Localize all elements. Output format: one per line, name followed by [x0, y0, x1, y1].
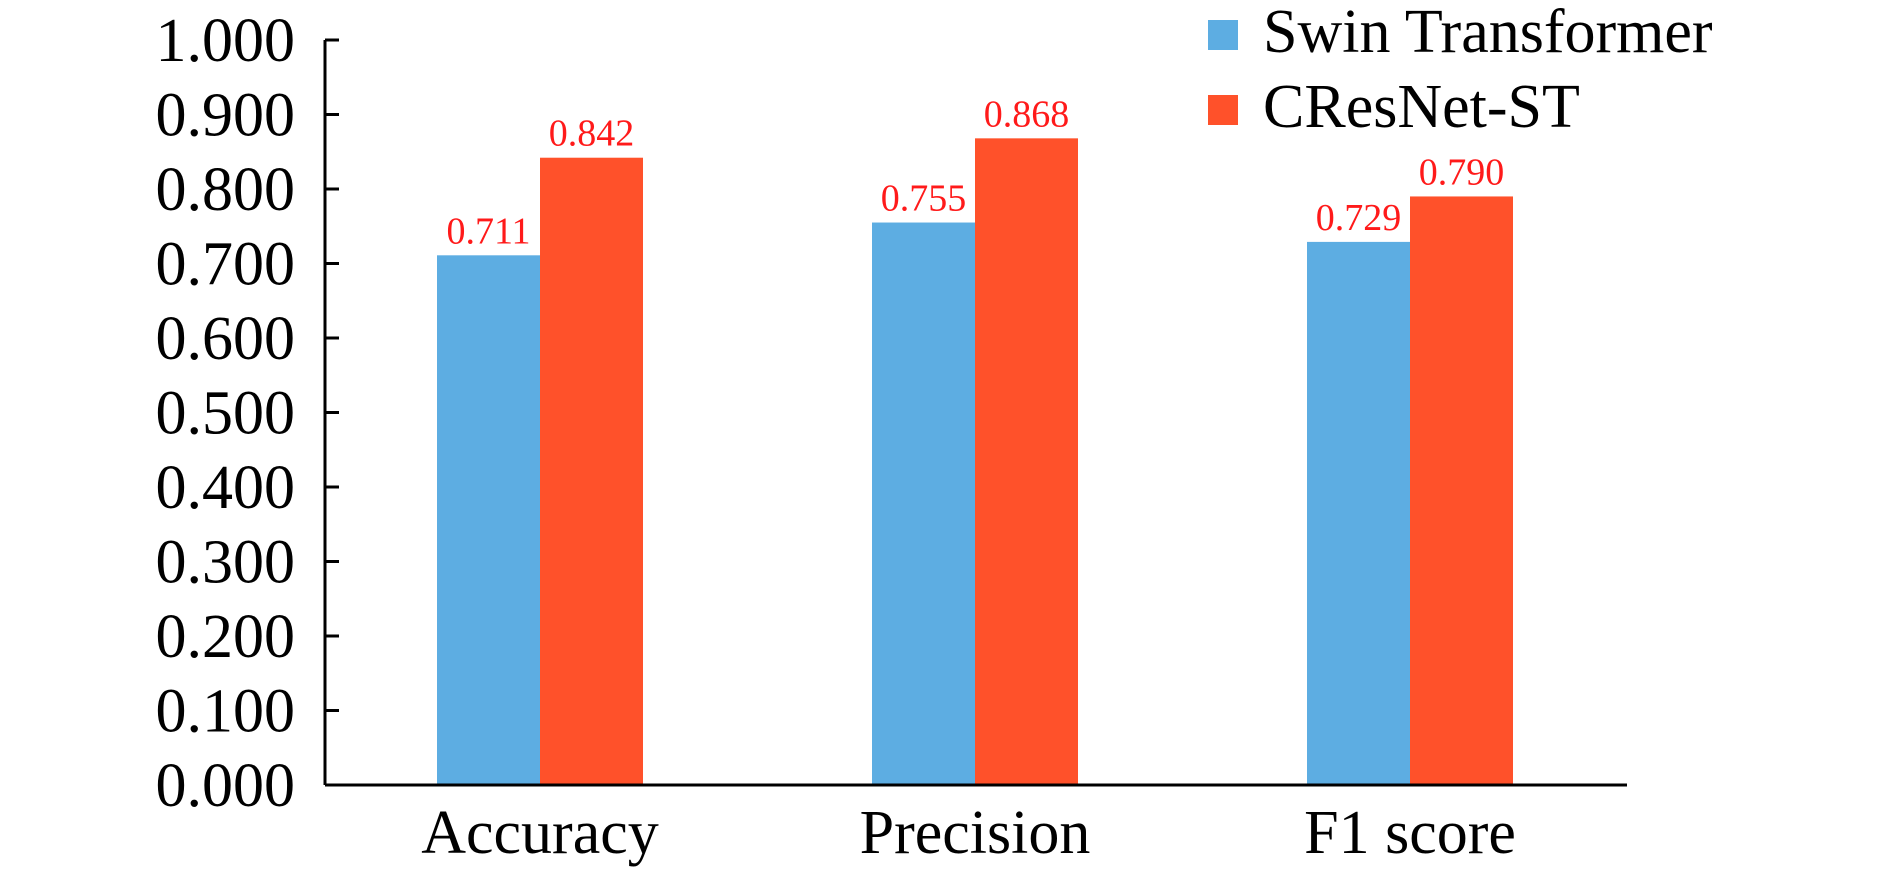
- data-label: 0.729: [1316, 197, 1402, 239]
- y-tick-label: 1.000: [156, 7, 296, 75]
- y-tick-label: 0.100: [156, 678, 296, 746]
- y-tick-label: 0.000: [156, 752, 296, 820]
- y-tick-label: 0.200: [156, 603, 296, 671]
- legend-label: CResNet-ST: [1263, 73, 1580, 141]
- y-tick-label: 0.700: [156, 231, 296, 299]
- bar-swin-transformer-precision: [872, 222, 975, 785]
- legend-swatch: [1208, 20, 1238, 50]
- data-label: 0.790: [1419, 151, 1505, 193]
- y-tick-label: 0.600: [156, 305, 296, 373]
- bar-swin-transformer-f1-score: [1307, 241, 1410, 785]
- data-label: 0.842: [549, 113, 635, 155]
- y-tick-label: 0.300: [156, 529, 296, 597]
- data-labels-layer: 0.711 0.755 0.729 0.842 0.868 0.790: [446, 93, 1504, 252]
- bar-cresnet-st-f1-score: [1410, 196, 1513, 785]
- legend-swatch: [1208, 95, 1238, 125]
- legend-label: Swin Transformer: [1263, 0, 1713, 66]
- data-label: 0.868: [984, 93, 1070, 135]
- y-tick-label: 0.400: [156, 454, 296, 522]
- data-label: 0.711: [446, 210, 530, 252]
- legend: Swin Transformer CResNet-ST: [1208, 0, 1713, 141]
- bar-swin-transformer-accuracy: [437, 255, 540, 785]
- x-tick-label: F1 score: [1304, 799, 1516, 867]
- y-tick-label: 0.900: [156, 82, 296, 150]
- y-tick-label: 0.500: [156, 380, 296, 448]
- data-label: 0.755: [881, 178, 967, 220]
- bar-cresnet-st-precision: [975, 138, 1078, 786]
- y-tick-label: 0.800: [156, 156, 296, 224]
- x-tick-label: Accuracy: [421, 799, 659, 867]
- bars-layer: [437, 138, 1513, 786]
- bar-cresnet-st-accuracy: [540, 157, 643, 785]
- x-tick-label: Precision: [860, 799, 1091, 867]
